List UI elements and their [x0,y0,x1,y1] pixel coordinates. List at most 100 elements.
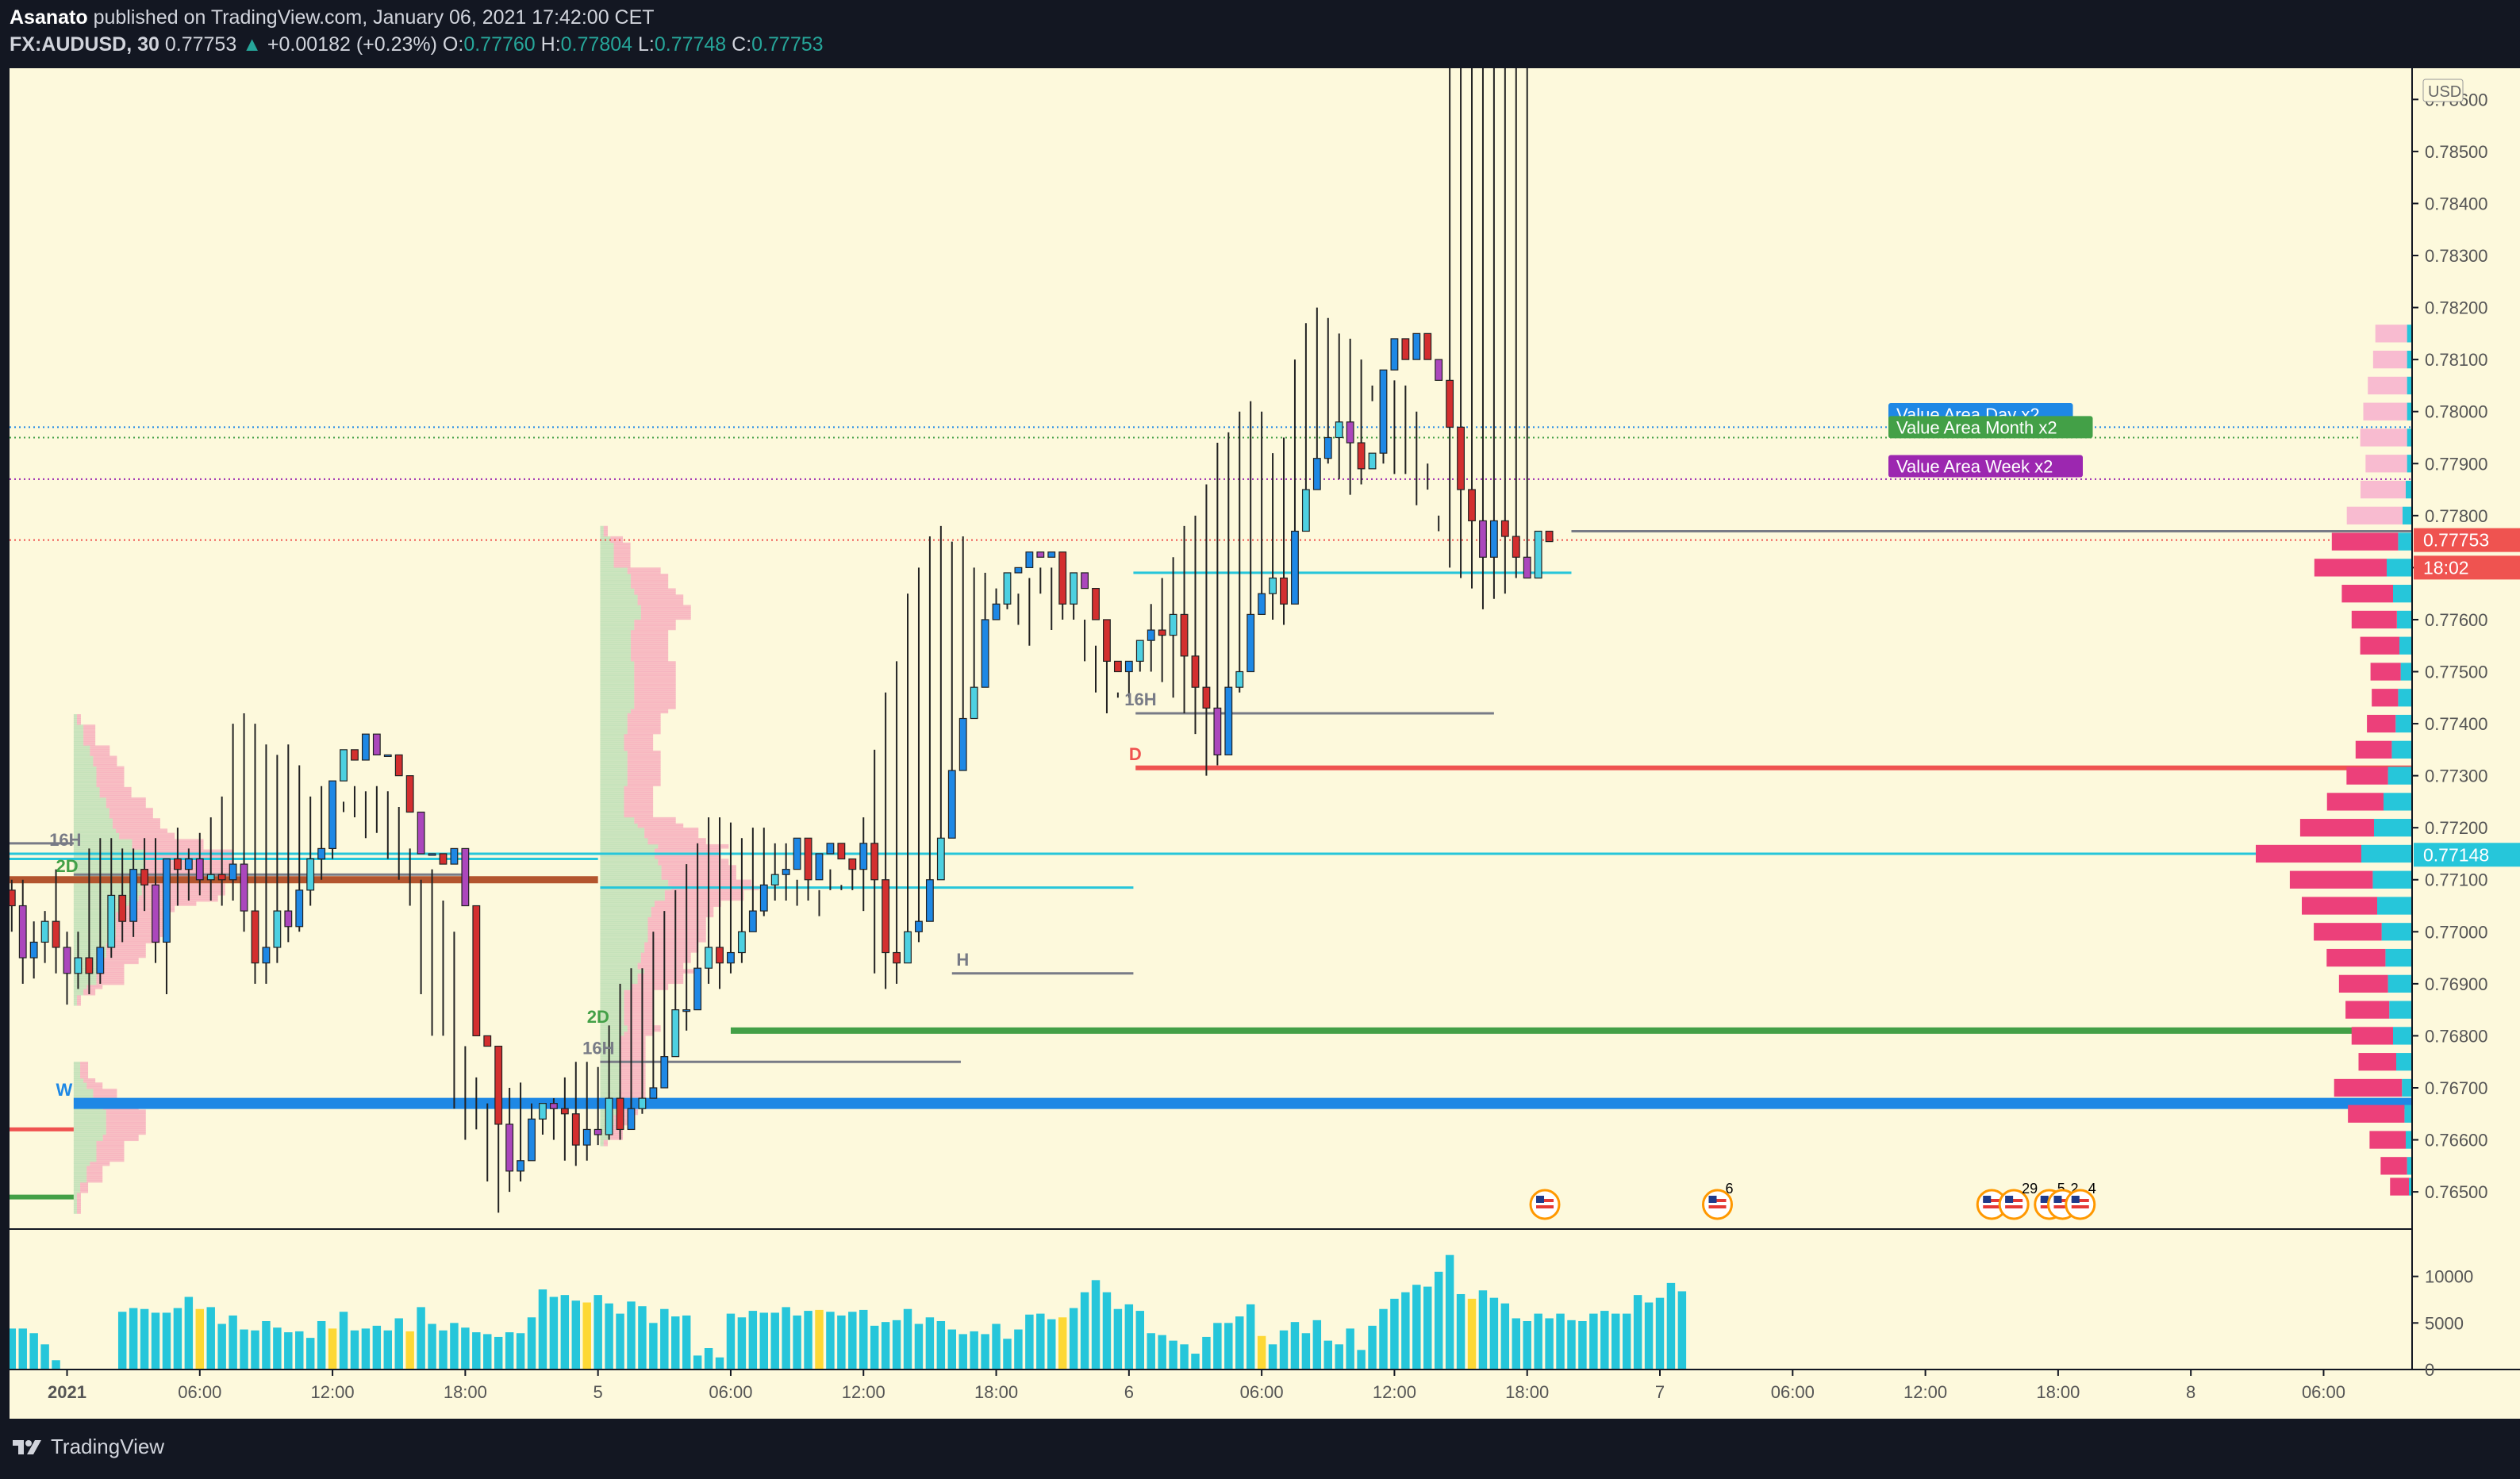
profile-sell-bar [655,848,721,851]
profile-buy-bar [600,590,635,594]
profile-sell-bar [2302,897,2377,915]
author-name[interactable]: Asanato [10,6,88,29]
profile-buy-bar [600,636,632,639]
profile-buy-bar [600,898,665,901]
tradingview-logo[interactable]: TradingView [11,1435,164,1459]
profile-buy-bar [600,646,632,649]
profile-sell-bar [93,762,117,765]
profile-buy-bar [73,776,97,779]
profile-buy-bar [600,879,669,882]
candle-body [361,733,370,761]
profile-sell-bar [634,819,676,822]
profile-sell-bar [647,933,706,936]
volume-bar [472,1332,481,1370]
profile-buy-bar [73,1070,81,1073]
volume-bar [339,1312,348,1370]
profile-buy-bar [600,759,628,762]
profile-buy-bar [600,705,635,708]
candle-body [1534,530,1542,579]
profile-sell-bar [102,1134,139,1137]
profile-buy-bar [73,1153,97,1156]
profile-sell-bar [86,1170,103,1173]
profile-buy-bar [600,871,662,874]
profile-buy-bar [600,548,614,551]
profile-buy-bar [73,1159,97,1162]
economic-events[interactable]: 6 29 5 2 4 [1529,1181,2096,1220]
profile-sell-bar [141,886,225,889]
volume-bar [815,1309,824,1370]
profile-buy-bar [600,661,635,664]
profile-sell-bar [664,896,744,899]
profile-sell-bar [80,1182,89,1185]
volume-bar [1080,1292,1089,1370]
profile-buy-bar [600,1083,621,1086]
profile-buy-bar [600,838,648,841]
profile-buy-bar [600,725,628,728]
profile-sell-bar [634,678,676,681]
volume-bar [992,1323,1001,1370]
volume-bar [1036,1313,1045,1370]
profile-sell-bar [80,1067,89,1070]
flag-stripe [2005,1199,2023,1202]
profile-sell-bar [624,1015,654,1018]
volume-bar [1512,1318,1521,1370]
profile-sell-bar [106,949,146,952]
profile-buy-bar [2396,610,2412,629]
profile-sell-bar [627,732,661,735]
profile-sell-bar [96,1144,125,1147]
profile-sell-bar [93,1090,117,1093]
profile-buy-bar [73,912,117,915]
profile-buy-bar [2398,532,2412,551]
us-flag-icon[interactable] [1529,1189,1561,1220]
candle-body [340,749,348,782]
profile-buy-bar [600,788,624,791]
profile-buy-bar [73,1180,87,1183]
profile-sell-bar [634,701,676,704]
profile-buy-bar [2396,1053,2412,1071]
profile-sell-bar [620,1043,646,1047]
profile-buy-bar [600,619,635,622]
candle-body [1390,338,1399,371]
profile-buy-bar [73,1113,106,1116]
profile-buy-bar [73,720,77,723]
candle-body [184,858,193,870]
profile-sell-bar [2341,585,2393,603]
profile-buy-bar [73,824,113,828]
price-axis-tag [2414,555,2520,580]
price-axis-tag-label: 0.77753 [2423,530,2489,551]
profile-sell-bar [631,655,669,658]
profile-buy-bar [600,910,651,913]
profile-sell-bar [2346,766,2388,785]
profile-sell-bar [661,865,736,868]
profile-sell-bar [624,1023,654,1026]
profile-buy-bar [73,845,133,848]
candle-body [560,1108,569,1115]
profile-sell-bar [624,798,654,801]
profile-sell-bar [640,954,691,957]
profile-buy-bar [600,1029,628,1032]
profile-sell-bar [96,966,125,969]
profile-sell-bar [2256,844,2361,863]
profile-buy-bar [73,886,142,889]
profile-sell-bar [624,1031,654,1034]
profile-buy-bar [73,963,97,966]
flag-canton [1708,1196,1717,1203]
profile-sell-bar [141,893,225,896]
symbol-name[interactable]: FX:AUDUSD, 30 [10,33,159,56]
profile-sell-bar [658,846,729,849]
profile-buy-bar [73,936,113,939]
profile-sell-bar [631,584,669,587]
profile-sell-bar [624,789,654,793]
profile-sell-bar [96,970,125,973]
profile-buy-bar [600,860,659,863]
volume-bar [638,1306,647,1370]
candle-body [173,858,182,870]
profile-sell-bar [627,752,661,755]
profile-buy-bar [600,690,635,693]
volume-bar [1169,1340,1177,1370]
profile-sell-bar [96,968,125,971]
profile-sell-bar [86,1177,103,1181]
profile-sell-bar [96,1147,125,1150]
profile-sell-bar [106,1130,146,1133]
